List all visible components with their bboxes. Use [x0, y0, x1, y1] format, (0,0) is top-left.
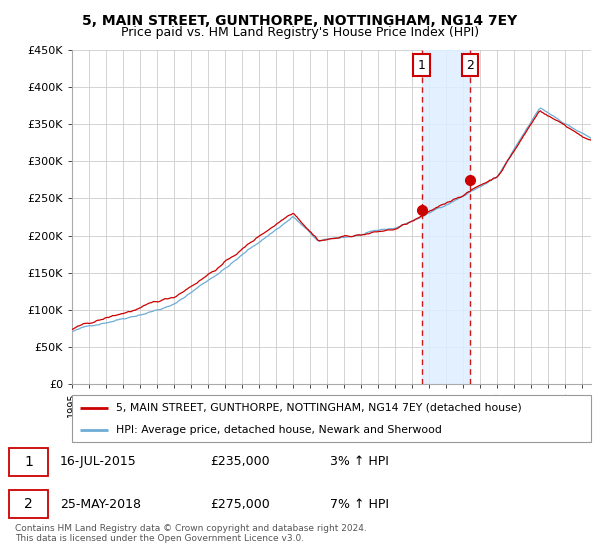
Text: HPI: Average price, detached house, Newark and Sherwood: HPI: Average price, detached house, Newa… [116, 424, 442, 435]
Text: £275,000: £275,000 [210, 498, 270, 511]
Text: 2: 2 [466, 59, 474, 72]
Text: 1: 1 [24, 455, 33, 469]
Bar [422, 50, 470, 384]
Text: 25-MAY-2018: 25-MAY-2018 [60, 498, 141, 511]
Text: 5, MAIN STREET, GUNTHORPE, NOTTINGHAM, NG14 7EY (detached house): 5, MAIN STREET, GUNTHORPE, NOTTINGHAM, N… [116, 403, 522, 413]
FancyBboxPatch shape [72, 395, 591, 442]
Text: 5, MAIN STREET, GUNTHORPE, NOTTINGHAM, NG14 7EY: 5, MAIN STREET, GUNTHORPE, NOTTINGHAM, N… [82, 14, 518, 28]
Text: £235,000: £235,000 [210, 455, 269, 468]
Text: 3% ↑ HPI: 3% ↑ HPI [330, 455, 389, 468]
Text: 1: 1 [418, 59, 425, 72]
FancyBboxPatch shape [9, 448, 48, 476]
Text: 2: 2 [24, 497, 33, 511]
FancyBboxPatch shape [9, 490, 48, 518]
Text: Price paid vs. HM Land Registry's House Price Index (HPI): Price paid vs. HM Land Registry's House … [121, 26, 479, 39]
Text: 16-JUL-2015: 16-JUL-2015 [60, 455, 137, 468]
Text: Contains HM Land Registry data © Crown copyright and database right 2024.
This d: Contains HM Land Registry data © Crown c… [15, 524, 367, 543]
Text: 7% ↑ HPI: 7% ↑ HPI [330, 498, 389, 511]
